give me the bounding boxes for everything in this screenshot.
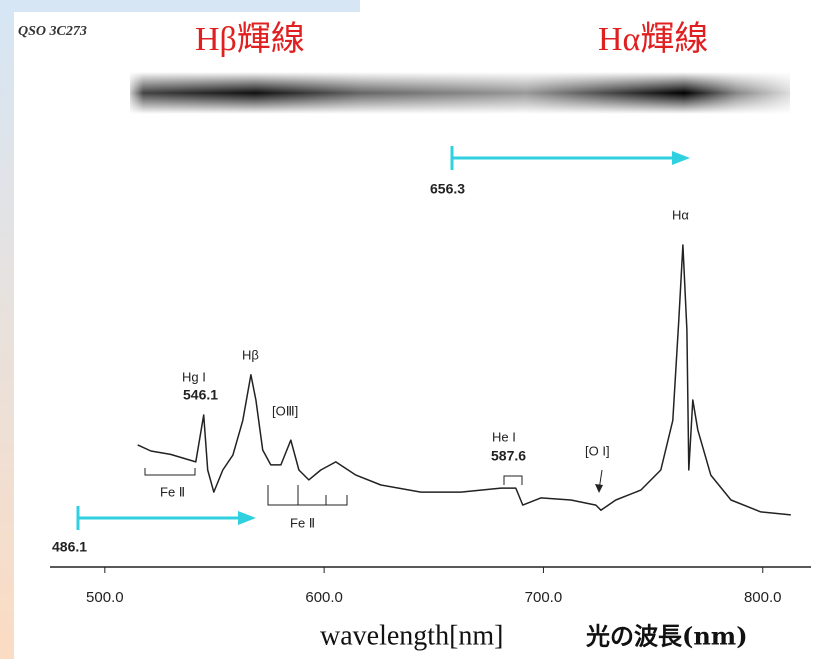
annotation: Fe Ⅱ [160, 484, 185, 499]
x-tick-label: 500.0 [86, 589, 124, 606]
spectrum-image-fade [130, 72, 790, 114]
x-tick-label: 600.0 [305, 589, 343, 606]
annotation: [O I] [585, 443, 610, 458]
annotation: 656.3 [430, 181, 465, 197]
headline: Hβ輝線 [195, 20, 305, 58]
x-tick-label: 700.0 [525, 589, 563, 606]
chart: QSO 3C273 Hβ輝線 Hα輝線 Hg I 546.1 Hβ [OⅢ] F… [0, 0, 817, 659]
arrows [78, 146, 690, 530]
headline: Hα輝線 [598, 20, 708, 58]
annotation: Hg I [182, 369, 206, 384]
annotation: [OⅢ] [272, 403, 298, 418]
annotation: He I [492, 429, 516, 444]
brackets [145, 468, 602, 505]
top-strip [0, 0, 360, 12]
annotation: 587.6 [491, 448, 526, 464]
annotation: 486.1 [52, 539, 87, 555]
x-tick-label: 800.0 [744, 589, 782, 606]
pointer [595, 484, 603, 493]
x-axis-label: 光の波長(nm) [585, 622, 748, 651]
x-axis-label: wavelength[nm] [320, 620, 504, 651]
chart-title: QSO 3C273 [18, 24, 87, 39]
spectrum-line [138, 245, 791, 515]
annotation: Hα [672, 207, 689, 222]
annotation: Hβ [242, 347, 259, 362]
side-strip [0, 0, 14, 659]
annotation: Fe Ⅱ [290, 515, 315, 530]
annotation: 546.1 [183, 387, 218, 403]
